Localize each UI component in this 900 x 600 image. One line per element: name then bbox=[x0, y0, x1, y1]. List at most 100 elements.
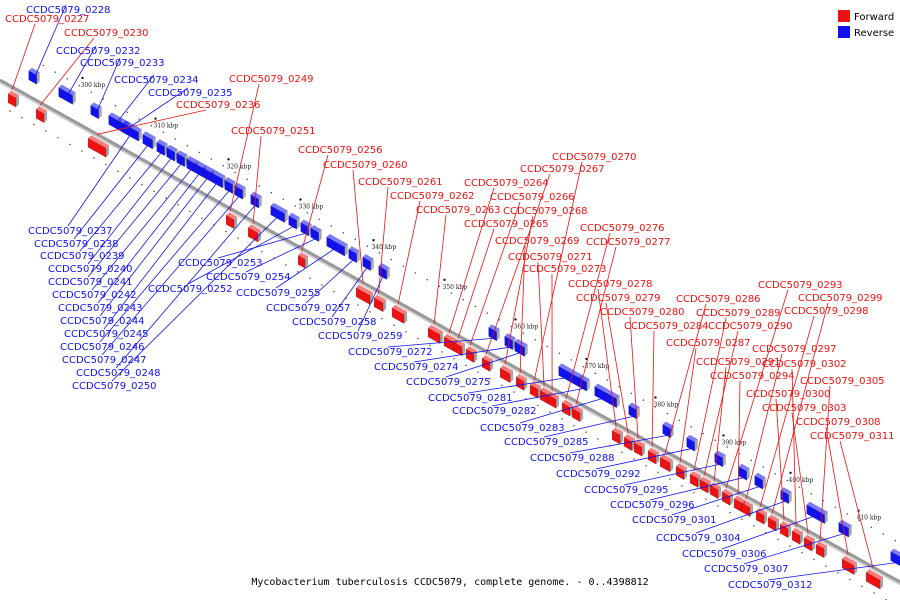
forward-gene-leader bbox=[759, 315, 815, 508]
forward-gene-label: CCDC5079_0297 bbox=[752, 344, 837, 355]
forward-gene-top bbox=[734, 495, 746, 504]
grid-dot bbox=[225, 230, 227, 233]
grid-dot bbox=[321, 284, 323, 286]
reverse-gene-top bbox=[488, 324, 500, 332]
reverse-gene-top bbox=[224, 177, 236, 185]
reverse-gene-side bbox=[344, 244, 348, 257]
forward-gene-label: CCDC5079_0299 bbox=[798, 293, 883, 304]
reverse-gene-label: CCDC5079_0253 bbox=[178, 258, 263, 269]
grid-dot bbox=[453, 358, 455, 360]
reverse-gene-leader bbox=[649, 477, 743, 501]
scale-tick-mark bbox=[227, 158, 230, 161]
grid-dot bbox=[345, 297, 347, 300]
grid-dot bbox=[825, 565, 827, 567]
reverse-gene-side bbox=[138, 129, 142, 142]
forward-gene-label: CCDC5079_0279 bbox=[576, 293, 661, 304]
reverse-gene-top bbox=[166, 144, 178, 153]
forward-gene-label: CCDC5079_0308 bbox=[796, 417, 881, 428]
grid-dot bbox=[522, 332, 524, 334]
scale-tick-label: 370 kbp bbox=[585, 363, 610, 370]
forward-gene-leader bbox=[819, 385, 831, 541]
forward-gene-label: CCDC5079_0286 bbox=[676, 294, 761, 305]
forward-gene-leader bbox=[775, 398, 785, 521]
forward-gene-top bbox=[648, 447, 660, 456]
reverse-gene-leader bbox=[767, 562, 897, 581]
grid-dot bbox=[42, 64, 44, 67]
forward-gene bbox=[611, 427, 624, 445]
forward-gene-top bbox=[248, 224, 262, 234]
forward-gene-label: CCDC5079_0251 bbox=[231, 126, 316, 137]
gene-labels: CCDC5079_0227CCDC5079_0230CCDC5079_0236C… bbox=[5, 4, 897, 591]
forward-gene-leader bbox=[575, 246, 617, 405]
forward-gene-side bbox=[305, 256, 309, 269]
reverse-gene-top bbox=[348, 246, 360, 254]
forward-gene-top bbox=[792, 528, 804, 536]
reverse-gene-leader bbox=[115, 205, 256, 369]
reverse-gene-side bbox=[496, 328, 500, 341]
grid-dot bbox=[117, 170, 119, 172]
grid-dot bbox=[258, 185, 260, 187]
forward-gene-side bbox=[556, 396, 560, 409]
reverse-gene-top bbox=[662, 421, 674, 429]
forward-gene-leader bbox=[457, 228, 495, 339]
forward-gene-leader bbox=[703, 330, 739, 476]
forward-gene-label: CCDC5079_0273 bbox=[522, 264, 607, 275]
grid-dot bbox=[537, 404, 539, 407]
reverse-gene-front bbox=[754, 475, 763, 490]
reverse-gene-leader bbox=[721, 515, 816, 550]
forward-gene-label: CCDC5079_0260 bbox=[323, 160, 408, 171]
forward-gene-label: CCDC5079_0302 bbox=[762, 359, 847, 370]
reverse-gene bbox=[310, 225, 322, 243]
forward-gene bbox=[571, 405, 584, 423]
grid-dot bbox=[753, 525, 755, 527]
forward-gene bbox=[755, 507, 768, 525]
grid-dot bbox=[654, 406, 656, 408]
reverse-gene-leader bbox=[217, 233, 305, 259]
reverse-gene-leader bbox=[245, 238, 315, 273]
reverse-gene-label: CCDC5079_0285 bbox=[504, 437, 589, 448]
grid-dot bbox=[189, 210, 191, 213]
reverse-gene bbox=[270, 202, 288, 224]
reverse-gene-side bbox=[242, 187, 246, 200]
gene-features bbox=[7, 67, 900, 590]
grid-dot bbox=[222, 165, 224, 167]
grid-dot bbox=[738, 453, 740, 455]
forward-gene-front bbox=[547, 394, 557, 409]
forward-gene-leader bbox=[97, 109, 207, 135]
reverse-gene-side bbox=[524, 344, 528, 357]
reverse-gene-top bbox=[310, 225, 322, 233]
reverse-gene bbox=[142, 131, 156, 150]
reverse-gene-side bbox=[318, 229, 322, 242]
reverse-gene-label: CCDC5079_0259 bbox=[318, 331, 403, 342]
forward-gene-side bbox=[16, 95, 20, 108]
reverse-gene-side bbox=[386, 267, 390, 280]
reverse-gene-top bbox=[176, 150, 188, 158]
reverse-gene-top bbox=[210, 169, 226, 179]
forward-gene bbox=[815, 541, 828, 559]
grid-dot bbox=[777, 538, 779, 540]
forward-gene-label: CCDC5079_0267 bbox=[520, 164, 605, 175]
reverse-gene-label: CCDC5079_0274 bbox=[374, 362, 459, 373]
reverse-gene-side bbox=[616, 395, 620, 408]
grid-dot bbox=[198, 151, 200, 154]
forward-gene-leader bbox=[664, 303, 707, 454]
reverse-gene-label: CCDC5079_0244 bbox=[60, 316, 145, 327]
reverse-gene-leader bbox=[519, 397, 606, 424]
reverse-gene-leader bbox=[99, 190, 230, 343]
reverse-gene-label: CCDC5079_0301 bbox=[632, 515, 717, 526]
forward-gene-front bbox=[87, 137, 107, 158]
forward-gene-leader bbox=[839, 440, 874, 569]
reverse-gene-side bbox=[848, 525, 852, 538]
forward-gene-leader bbox=[629, 316, 639, 439]
forward-gene-side bbox=[880, 577, 884, 590]
grid-dot bbox=[498, 319, 500, 321]
forward-gene-side bbox=[370, 292, 374, 305]
grid-dot bbox=[246, 178, 248, 180]
reverse-gene-leader bbox=[87, 164, 182, 278]
forward-gene-side bbox=[106, 145, 110, 158]
grid-dot bbox=[861, 585, 863, 587]
grid-dot bbox=[165, 197, 167, 199]
forward-gene-front bbox=[755, 510, 765, 525]
forward-gene-top bbox=[612, 427, 624, 435]
